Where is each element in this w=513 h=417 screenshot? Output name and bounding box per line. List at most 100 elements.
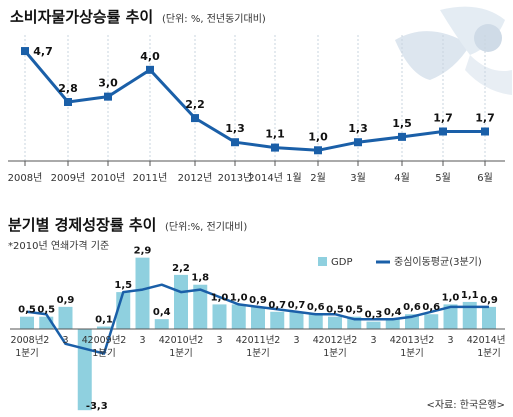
cpi-marker <box>21 47 29 56</box>
gdp-chart-note: *2010년 연쇄가격 기준 <box>8 239 109 252</box>
legend-gdp-label: GDP <box>331 257 352 268</box>
gdp-bar <box>231 304 246 329</box>
gdp-value-label: 0,7 <box>288 300 306 311</box>
gdp-value-label: 1,1 <box>461 290 479 301</box>
cpi-value-label: 1,5 <box>392 117 412 130</box>
cpi-value-label: 2,2 <box>185 98 205 111</box>
gdp-tick-label: 3 <box>139 335 145 346</box>
gdp-value-label: 1,5 <box>114 280 132 291</box>
gdp-tick-label-sub: 1분기 <box>169 348 193 359</box>
cpi-marker <box>354 138 362 147</box>
gdp-bar <box>193 284 208 329</box>
gdp-tick-label: 3 <box>293 335 299 346</box>
gdp-value-label: 0,6 <box>422 302 440 313</box>
gdp-value-label: 1,0 <box>442 292 460 303</box>
cpi-marker <box>271 143 279 152</box>
cpi-marker <box>481 127 489 136</box>
gdp-tick-label: 3 <box>370 335 376 346</box>
cpi-tick-label: 5월 <box>435 172 451 184</box>
cpi-value-label: 1,3 <box>225 122 245 135</box>
gdp-chart-title: 분기별 경제성장률 추이 <box>8 216 156 234</box>
gdp-bar <box>462 301 477 329</box>
cpi-value-label: 1,1 <box>265 128 285 141</box>
gdp-bar <box>270 311 285 329</box>
cpi-value-label: 1,3 <box>348 122 368 135</box>
cpi-tick-label: 3월 <box>350 172 366 184</box>
gdp-bar <box>135 257 150 329</box>
gdp-bar <box>154 319 169 329</box>
gdp-value-label: 1,0 <box>230 292 248 303</box>
cpi-tick-label: 2012년 <box>178 172 213 184</box>
gdp-tick-label: 2 <box>351 335 357 346</box>
cpi-chart-subtitle: (단위: %, 전년동기대비) <box>162 12 266 25</box>
gdp-tick-label-sub: 1분기 <box>477 348 501 359</box>
gdp-value-label: 0,6 <box>403 302 421 313</box>
gdp-bar <box>443 304 458 329</box>
cpi-chart: 소비자물가상승률 추이 (단위: %, 전년동기대비) 2008년 2009년 20… <box>8 8 505 184</box>
gdp-moving-average-line <box>26 283 489 355</box>
gdp-tick-label: 2 <box>274 335 280 346</box>
gdp-bar <box>251 306 265 329</box>
gdp-tick-label: 4 <box>390 335 396 346</box>
gdp-tick-label: 4 <box>467 335 473 346</box>
gdp-tick-label: 2 <box>197 335 203 346</box>
gdp-value-label: 0,5 <box>326 305 344 316</box>
gdp-value-label: 2,2 <box>172 263 190 274</box>
gdp-value-label: 0,9 <box>480 295 498 306</box>
gdp-value-label: 0,7 <box>268 300 286 311</box>
gdp-bar <box>482 306 496 329</box>
gdp-bar <box>174 274 188 329</box>
gdp-value-labels: 0,5 0,50,9-3,30,11,52,90,42,21,81,0 1,0 0,9… <box>18 246 498 412</box>
gdp-tick-label: 4 <box>159 335 165 346</box>
cpi-value-label: 4,0 <box>140 50 160 63</box>
cpi-value-labels: 4,7 2,8 3,0 4,0 2,2 1,3 1,1 1,0 1,3 1,5 1,7 1,7 <box>33 45 495 143</box>
gdp-tick-label: 2010년 <box>165 335 198 346</box>
gdp-tick-label-sub: 1분기 <box>92 348 116 359</box>
legend-moving-average-label: 중심이동평균(3분기) <box>394 256 482 268</box>
cpi-tick-label: 4월 <box>394 172 410 184</box>
gdp-value-label: 0,4 <box>384 307 402 318</box>
legend-gdp-swatch <box>318 257 327 266</box>
cpi-value-label: 2,8 <box>58 82 78 95</box>
gdp-tick-label: 2 <box>428 335 434 346</box>
cpi-value-label: 1,7 <box>433 112 453 125</box>
gdp-value-label: 0,3 <box>365 310 383 321</box>
gdp-value-label: 0,9 <box>57 295 75 306</box>
cpi-tick-label: 2013년 <box>218 172 253 184</box>
gdp-tick-label-sub: 1분기 <box>400 348 424 359</box>
gdp-bar <box>424 314 439 329</box>
cpi-marker <box>314 146 322 155</box>
gdp-tick-label-sub: 1분기 <box>15 348 39 359</box>
gdp-tick-label: 3 <box>62 335 68 346</box>
gdp-tick-label: 4 <box>82 335 88 346</box>
cpi-marker <box>64 98 72 106</box>
gdp-value-label: 0,1 <box>95 315 113 326</box>
cpi-tick-label: 2014년 1월 <box>248 172 301 184</box>
gdp-tick-label: 2014년 <box>473 335 506 346</box>
gdp-value-label: 2,9 <box>134 246 152 257</box>
source-text: 자료: 한국은행 <box>435 399 497 411</box>
gdp-tick-label-sub: 1분기 <box>323 348 347 359</box>
cpi-tick-label: 2010년 <box>91 172 126 184</box>
gdp-value-label: 1,8 <box>191 273 209 284</box>
cpi-marker <box>146 65 154 74</box>
cpi-tick-label: 6월 <box>477 172 493 184</box>
cpi-tick-label: 2월 <box>310 172 326 184</box>
gdp-value-label: -3,3 <box>86 401 108 412</box>
cpi-markers <box>21 47 489 155</box>
cpi-value-label: 1,7 <box>475 112 495 125</box>
gdp-value-label: 0,9 <box>249 295 267 306</box>
gdp-tick-label: 3 <box>447 335 453 346</box>
cpi-marker <box>104 92 112 101</box>
gdp-tick-label: 4 <box>313 335 319 346</box>
gdp-tick-label: 2012년 <box>319 335 352 346</box>
gdp-tick-label: 2011년 <box>242 335 275 346</box>
gdp-tick-label: 3 <box>216 335 222 346</box>
cpi-value-label: 3,0 <box>98 77 118 90</box>
gdp-bar <box>328 316 342 329</box>
gdp-value-label: 0,4 <box>153 307 171 318</box>
gdp-bars <box>20 257 496 411</box>
cpi-tick-label: 2011년 <box>133 172 168 184</box>
